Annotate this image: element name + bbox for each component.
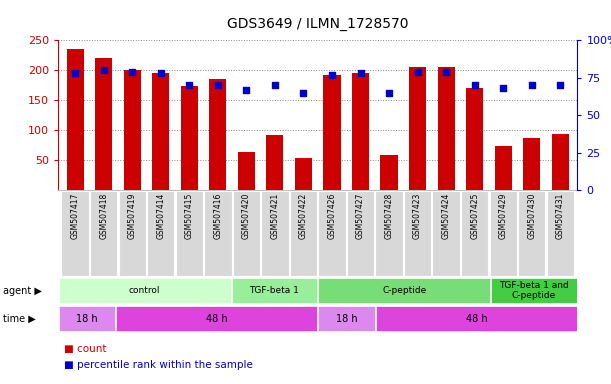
Point — [555, 82, 565, 88]
Text: 18 h: 18 h — [336, 314, 357, 324]
Point — [185, 82, 194, 88]
Text: GSM507424: GSM507424 — [442, 193, 451, 239]
Bar — [116, 306, 317, 331]
Point — [441, 69, 451, 75]
Bar — [461, 191, 488, 276]
Point — [412, 69, 422, 75]
Bar — [181, 86, 198, 190]
Text: TGF-beta 1 and
C-peptide: TGF-beta 1 and C-peptide — [499, 281, 569, 300]
Bar — [318, 306, 375, 331]
Bar — [62, 191, 89, 276]
Text: GSM507431: GSM507431 — [556, 193, 565, 239]
Text: GSM507430: GSM507430 — [527, 193, 536, 239]
Bar — [175, 191, 203, 276]
Bar — [266, 135, 284, 190]
Text: GSM507418: GSM507418 — [99, 193, 108, 239]
Bar — [295, 158, 312, 190]
Text: time ▶: time ▶ — [3, 314, 36, 324]
Text: GSM507416: GSM507416 — [213, 193, 222, 239]
Bar — [210, 79, 227, 190]
Text: GSM507423: GSM507423 — [413, 193, 422, 239]
Bar — [437, 67, 455, 190]
Bar — [518, 191, 546, 276]
Bar — [59, 278, 230, 303]
Bar — [95, 58, 112, 190]
Bar — [318, 278, 490, 303]
Bar — [90, 191, 117, 276]
Point — [356, 70, 365, 76]
Bar — [352, 73, 369, 190]
Text: GSM507419: GSM507419 — [128, 193, 137, 239]
Point — [241, 87, 251, 93]
Text: GSM507429: GSM507429 — [499, 193, 508, 239]
Bar — [433, 191, 460, 276]
Text: GSM507425: GSM507425 — [470, 193, 479, 239]
Bar — [147, 191, 175, 276]
Point — [99, 67, 109, 73]
Bar — [489, 191, 517, 276]
Bar — [523, 138, 540, 190]
Text: control: control — [129, 286, 160, 295]
Text: 48 h: 48 h — [466, 314, 487, 324]
Text: C-peptide: C-peptide — [382, 286, 426, 295]
Bar — [233, 191, 260, 276]
Bar — [232, 278, 317, 303]
Text: GSM507420: GSM507420 — [242, 193, 251, 239]
Bar — [409, 67, 426, 190]
Text: 48 h: 48 h — [206, 314, 227, 324]
Bar — [376, 306, 577, 331]
Bar — [466, 88, 483, 190]
Bar — [59, 306, 115, 331]
Bar — [204, 191, 232, 276]
Bar — [552, 134, 569, 190]
Text: GSM507417: GSM507417 — [71, 193, 79, 239]
Bar — [381, 156, 398, 190]
Point — [384, 90, 394, 96]
Bar — [491, 278, 577, 303]
Text: agent ▶: agent ▶ — [3, 286, 42, 296]
Text: GSM507414: GSM507414 — [156, 193, 165, 239]
Bar — [262, 191, 288, 276]
Bar — [323, 75, 340, 190]
Text: GDS3649 / ILMN_1728570: GDS3649 / ILMN_1728570 — [227, 17, 409, 31]
Bar — [123, 70, 141, 190]
Point — [327, 72, 337, 78]
Point — [213, 82, 223, 88]
Bar — [404, 191, 431, 276]
Text: TGF-beta 1: TGF-beta 1 — [249, 286, 299, 295]
Text: GSM507427: GSM507427 — [356, 193, 365, 239]
Text: 18 h: 18 h — [76, 314, 98, 324]
Bar — [347, 191, 374, 276]
Point — [299, 90, 309, 96]
Point — [127, 69, 137, 75]
Text: GSM507421: GSM507421 — [271, 193, 279, 239]
Bar — [547, 191, 574, 276]
Bar — [152, 73, 169, 190]
Point — [270, 82, 280, 88]
Point — [70, 70, 80, 76]
Text: GSM507426: GSM507426 — [327, 193, 337, 239]
Bar — [67, 49, 84, 190]
Text: GSM507422: GSM507422 — [299, 193, 308, 239]
Point — [470, 82, 480, 88]
Text: GSM507428: GSM507428 — [384, 193, 393, 239]
Bar — [318, 191, 346, 276]
Bar — [290, 191, 317, 276]
Bar — [119, 191, 146, 276]
Point — [156, 70, 166, 76]
Point — [499, 85, 508, 91]
Text: ■ count: ■ count — [64, 344, 107, 354]
Text: ■ percentile rank within the sample: ■ percentile rank within the sample — [64, 360, 253, 370]
Bar — [495, 146, 512, 190]
Point — [527, 82, 536, 88]
Text: GSM507415: GSM507415 — [185, 193, 194, 239]
Bar — [375, 191, 403, 276]
Bar — [238, 152, 255, 190]
